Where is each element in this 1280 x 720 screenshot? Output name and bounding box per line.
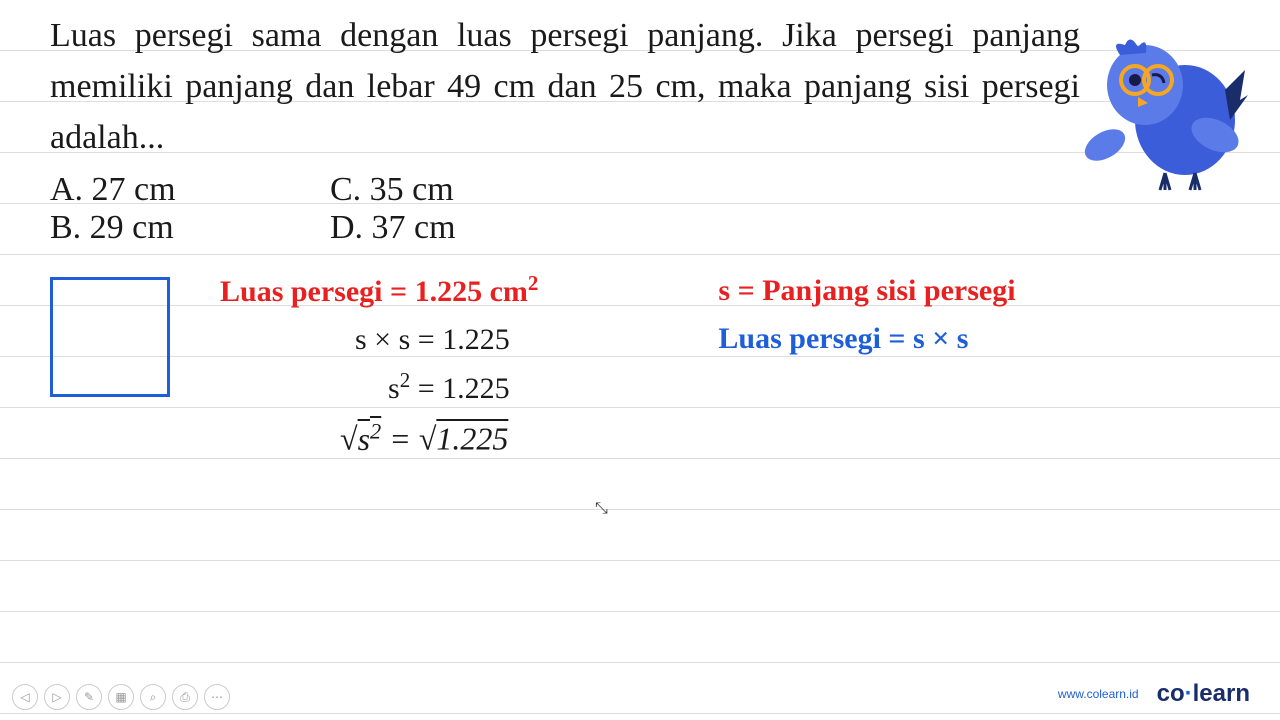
question-text: Luas persegi sama dengan luas persegi pa… (50, 10, 1080, 163)
choice-d: D. 37 cm (330, 209, 456, 247)
mascot-bird (1070, 25, 1250, 195)
prev-button[interactable]: ◁ (12, 684, 38, 710)
footer: www.colearn.id co·learn (1058, 680, 1250, 708)
grid-button[interactable]: ▦ (108, 684, 134, 710)
calc-line-2: s × s = 1.225 (220, 316, 538, 364)
cursor-icon: ⤡ (595, 500, 608, 518)
footer-url: www.colearn.id (1058, 687, 1139, 701)
calc-line-3: s2 = 1.225 (220, 364, 538, 413)
notes-block: s = Panjang sisi persegi Luas persegi = … (718, 267, 1015, 465)
note-2: Luas persegi = s × s (718, 315, 1015, 363)
edit-button[interactable]: ✎ (76, 684, 102, 710)
save-button[interactable]: ⎙ (172, 684, 198, 710)
calc-line-1: Luas persegi = 1.225 cm2 (220, 267, 538, 316)
calculations-block: Luas persegi = 1.225 cm2 s × s = 1.225 s… (220, 267, 538, 465)
choices-block: A. 27 cm C. 35 cm B. 29 cm D. 37 cm (50, 171, 1230, 247)
choice-b: B. 29 cm (50, 209, 330, 247)
next-button[interactable]: ▷ (44, 684, 70, 710)
search-button[interactable]: ⌕ (140, 684, 166, 710)
choice-a: A. 27 cm (50, 171, 330, 209)
calc-line-4: √s2 = √1.225 (220, 413, 538, 465)
square-diagram (50, 277, 170, 397)
more-button[interactable]: ⋯ (204, 684, 230, 710)
note-1: s = Panjang sisi persegi (718, 267, 1015, 315)
player-controls: ◁ ▷ ✎ ▦ ⌕ ⎙ ⋯ (12, 684, 230, 710)
choice-c: C. 35 cm (330, 171, 454, 209)
footer-logo: co·learn (1157, 680, 1250, 708)
